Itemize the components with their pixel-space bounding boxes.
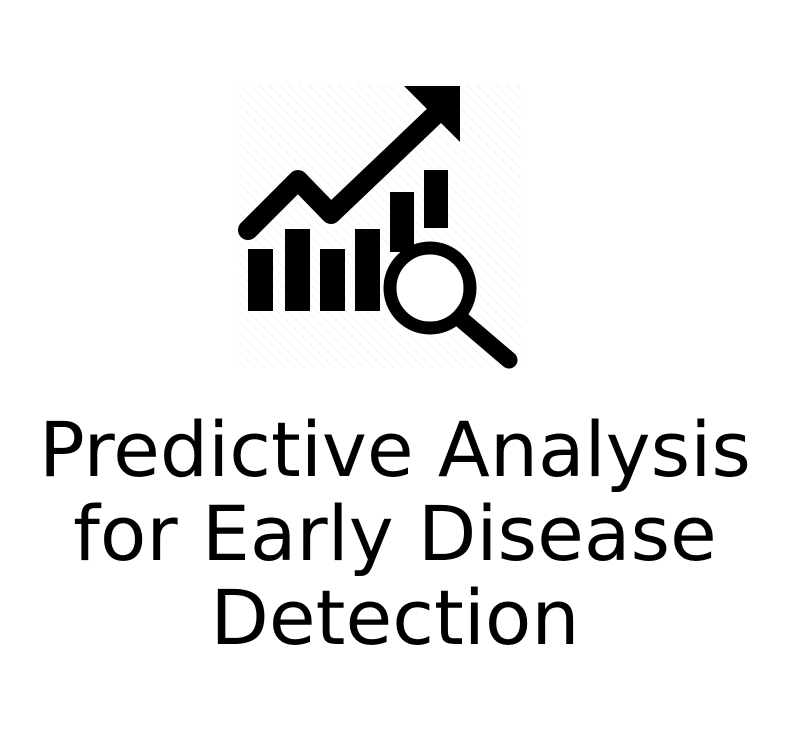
caption-line-1: Predictive Analysis (39, 405, 751, 494)
magnifier-handle (453, 311, 518, 369)
chart-bar (285, 229, 310, 311)
chart-bar (355, 229, 380, 311)
chart-bar (390, 192, 414, 252)
chart-bar (248, 249, 273, 311)
trend-arrow-head (404, 86, 460, 142)
predictive-analysis-icon (238, 84, 522, 374)
magnifier-lens-icon (383, 241, 477, 335)
caption-line-2: for Early Disease (73, 489, 717, 578)
caption-line-3: Detection (210, 573, 580, 662)
chart-analysis-magnifier-icon (238, 84, 522, 369)
caption-title: Predictive Analysis for Early Disease De… (0, 408, 790, 660)
trend-line (238, 104, 446, 240)
chart-bar (424, 170, 448, 228)
chart-bar (320, 249, 345, 311)
